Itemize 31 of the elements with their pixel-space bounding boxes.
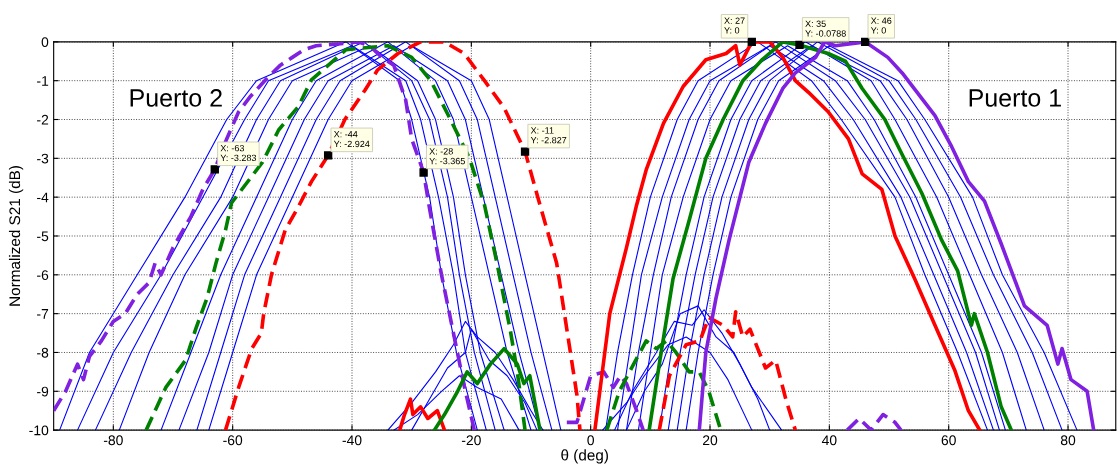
x-axis-title: θ (deg) [561, 449, 608, 464]
y-tick-label: -2 [37, 114, 49, 125]
annotation: Puerto 2 [130, 89, 222, 107]
y-tick-label: -10 [29, 425, 49, 436]
x-tick-label: 20 [702, 435, 718, 446]
x-tick-label: 0 [587, 435, 594, 446]
annotation: X: -44 Y: -2.924 [333, 131, 370, 148]
x-tick-label: -40 [342, 435, 362, 446]
x-tick-label: 80 [1060, 435, 1076, 446]
y-tick-label: -5 [37, 231, 49, 242]
x-tick-label: -80 [103, 435, 123, 446]
annotation: X: 27 Y: 0 [724, 17, 745, 34]
x-tick-label: 40 [821, 435, 837, 446]
y-tick-label: -9 [37, 386, 49, 397]
annotation: X: -11 Y: -2.827 [530, 127, 567, 144]
y-tick-label: -7 [37, 309, 49, 319]
annotation: X: 35 Y: -0.0788 [805, 20, 846, 37]
y-tick-label: 0 [41, 37, 49, 48]
annotation: X: -63 Y: -3.283 [220, 144, 257, 162]
x-tick-label: -60 [223, 435, 243, 446]
y-axis-title: Normalized S21 (dB) [8, 166, 24, 306]
x-tick-label: -20 [461, 435, 481, 446]
y-tick-label: -8 [37, 347, 49, 358]
y-tick-label: -6 [37, 270, 49, 280]
annotation: Puerto 1 [969, 89, 1061, 107]
y-tick-label: -4 [37, 192, 49, 203]
annotation: X: 46 Y: 0 [870, 17, 892, 34]
x-tick-label: 60 [941, 435, 956, 446]
y-tick-label: -3 [37, 153, 49, 164]
y-tick-label: -1 [37, 76, 49, 86]
annotation: X: -28 Y: -3.365 [429, 148, 465, 165]
